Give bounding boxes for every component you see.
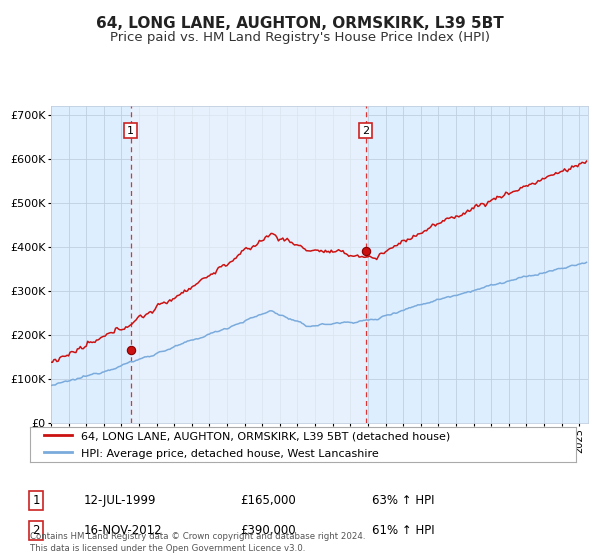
Text: 2: 2	[32, 524, 40, 538]
Text: 61% ↑ HPI: 61% ↑ HPI	[372, 524, 434, 538]
Text: £390,000: £390,000	[240, 524, 296, 538]
Text: 16-NOV-2012: 16-NOV-2012	[84, 524, 163, 538]
Text: 63% ↑ HPI: 63% ↑ HPI	[372, 493, 434, 507]
Text: £165,000: £165,000	[240, 493, 296, 507]
Text: 1: 1	[32, 493, 40, 507]
Legend: 64, LONG LANE, AUGHTON, ORMSKIRK, L39 5BT (detached house), HPI: Average price, : 64, LONG LANE, AUGHTON, ORMSKIRK, L39 5B…	[40, 426, 455, 464]
Bar	[131, 106, 366, 423]
Text: Contains HM Land Registry data © Crown copyright and database right 2024.
This d: Contains HM Land Registry data © Crown c…	[30, 533, 365, 553]
Text: 1: 1	[127, 125, 134, 136]
Text: 2: 2	[362, 125, 370, 136]
Text: Price paid vs. HM Land Registry's House Price Index (HPI): Price paid vs. HM Land Registry's House …	[110, 31, 490, 44]
Text: 64, LONG LANE, AUGHTON, ORMSKIRK, L39 5BT: 64, LONG LANE, AUGHTON, ORMSKIRK, L39 5B…	[96, 16, 504, 31]
Text: 12-JUL-1999: 12-JUL-1999	[84, 493, 157, 507]
